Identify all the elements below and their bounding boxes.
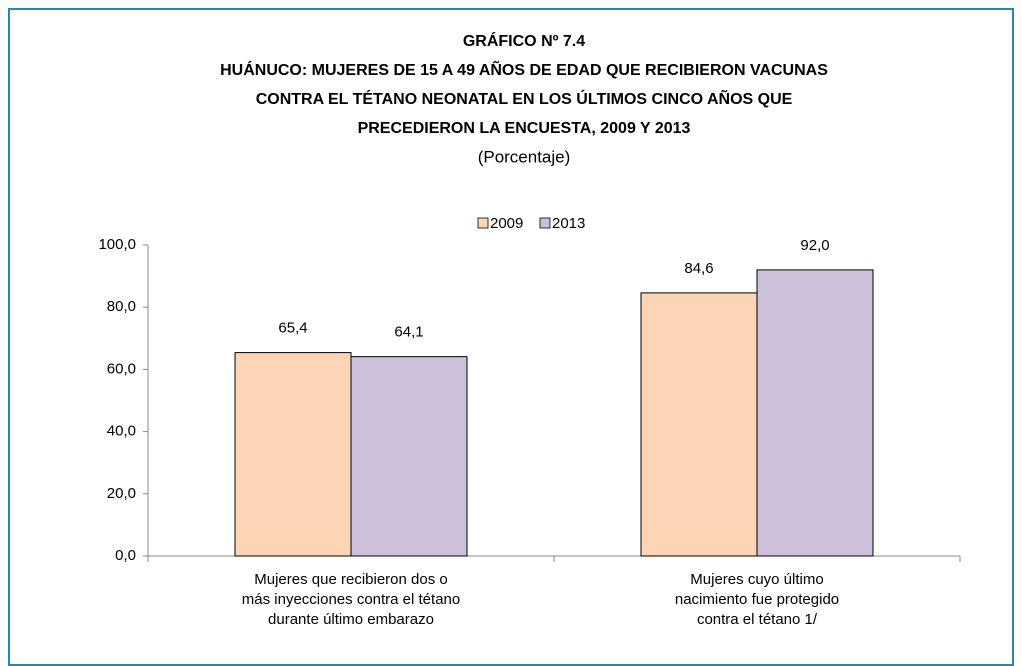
legend-swatch bbox=[477, 217, 489, 229]
y-tick-label: 40,0 bbox=[107, 423, 136, 440]
x-tick-label: durante último embarazo bbox=[268, 611, 434, 628]
legend-swatch bbox=[539, 217, 551, 229]
chart-title: CONTRA EL TÉTANO NEONATAL EN LOS ÚLTIMOS… bbox=[256, 88, 793, 108]
y-tick-label: 80,0 bbox=[107, 298, 136, 315]
x-tick-label: nacimiento fue protegido bbox=[675, 591, 839, 608]
data-label: 92,0 bbox=[800, 237, 829, 254]
y-tick-label: 20,0 bbox=[107, 485, 136, 502]
chart-title: PRECEDIERON LA ENCUESTA, 2009 Y 2013 bbox=[358, 120, 691, 137]
x-tick-label: Mujeres cuyo último bbox=[690, 571, 823, 588]
data-label: 65,4 bbox=[278, 320, 307, 337]
bar bbox=[350, 356, 468, 557]
y-tick-label: 0,0 bbox=[115, 547, 136, 564]
legend-label: 2009 bbox=[490, 215, 523, 232]
bar bbox=[234, 352, 352, 557]
x-tick-label: Mujeres que recibieron dos o bbox=[254, 571, 447, 588]
data-label: 64,1 bbox=[394, 324, 423, 341]
y-tick-label: 100,0 bbox=[98, 236, 136, 253]
y-tick-label: 60,0 bbox=[107, 360, 136, 377]
bar bbox=[756, 269, 874, 557]
chart-title: GRÁFICO Nº 7.4 bbox=[463, 31, 585, 50]
data-label: 84,6 bbox=[684, 260, 713, 277]
x-tick-label: más inyecciones contra el tétano bbox=[242, 591, 460, 608]
x-tick-label: contra el tétano 1/ bbox=[697, 611, 818, 628]
legend-label: 2013 bbox=[552, 215, 585, 232]
chart-subtitle: (Porcentaje) bbox=[478, 147, 571, 166]
bar bbox=[640, 292, 758, 557]
chart-title: HUÁNUCO: MUJERES DE 15 A 49 AÑOS DE EDAD… bbox=[220, 59, 828, 79]
